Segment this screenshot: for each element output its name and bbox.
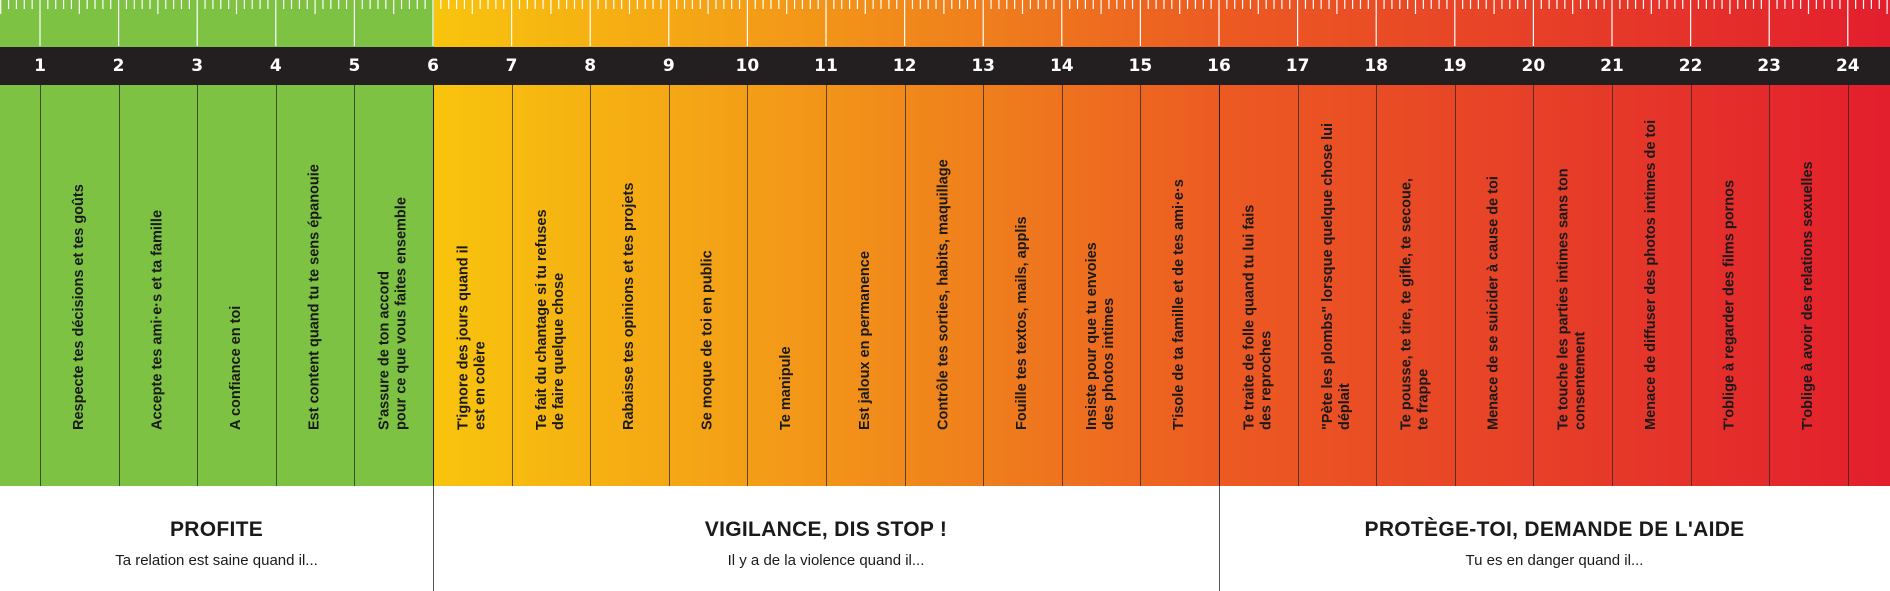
column-divider — [826, 85, 827, 486]
column-divider — [1376, 85, 1378, 486]
scale-number: 4 — [269, 56, 282, 76]
scale-number: 23 — [1757, 56, 1782, 76]
scale-number: 5 — [348, 56, 361, 76]
scale-number: 22 — [1678, 56, 1703, 76]
column-divider — [1847, 85, 1849, 486]
column-divider — [118, 85, 120, 486]
scale-number: 1 — [34, 56, 46, 76]
behavior-label: Fouille tes textos, mails, applis — [1014, 216, 1030, 430]
section-profite: PROFITE Ta relation est saine quand il..… — [0, 486, 433, 591]
behavior-label: Te touche les parties intimes sans ton c… — [1555, 168, 1589, 430]
column-divider — [40, 85, 41, 486]
behavior-label: T'oblige à regarder des films pornos — [1721, 179, 1738, 430]
column-divider — [747, 85, 749, 486]
column-divider — [904, 85, 906, 486]
scale-number: 9 — [662, 56, 675, 76]
column-divider — [1297, 85, 1299, 486]
behavior-label: T'isole de ta famille et de tes ami·e·s — [1171, 179, 1188, 430]
column-divider — [1061, 85, 1063, 486]
behavior-label: "Pète les plombs" lorsque quelque chose … — [1319, 122, 1353, 430]
behavior-label: Te fait du chantage si tu refuses de fai… — [533, 209, 567, 430]
behavior-label: Est jaloux en permanence — [856, 251, 873, 430]
scale-number-bar: 1 2 3 4 5 6 7 8 9 10 11 12 13 14 15 16 17 18 19 20 21 22 23 24 — [0, 47, 1890, 85]
column-divider — [1454, 85, 1456, 486]
behavior-label: Te traite de folle quand tu lui fais des… — [1241, 204, 1275, 430]
column-divider — [1533, 85, 1535, 486]
section-divider — [1219, 486, 1220, 591]
column-divider — [511, 85, 513, 486]
scale-number: 19 — [1442, 56, 1467, 76]
column-divider — [1140, 85, 1142, 486]
section-subtitle-vigilance: Il y a de la violence quand il... — [727, 552, 925, 569]
column-divider — [275, 85, 277, 486]
behavior-label: Contrôle tes sorties, habits, maquillage — [935, 159, 952, 430]
ruler-tick-marks — [0, 0, 1888, 46]
scale-number: 16 — [1207, 56, 1231, 76]
section-subtitle-profite: Ta relation est saine quand il... — [115, 552, 318, 569]
column-divider — [433, 85, 434, 486]
behavior-label: Menace de diffuser des photos intimes de… — [1642, 119, 1659, 430]
section-title-protege-toi: PROTÈGE-TOI, DEMANDE DE L'AIDE — [1364, 518, 1745, 541]
scale-number: 3 — [191, 56, 204, 76]
scale-number: 2 — [112, 56, 125, 76]
behavior-label: T'ignore des jours quand il est en colèr… — [455, 245, 489, 430]
behavior-columns: Respecte tes décisions et tes goûts Accep… — [0, 85, 1890, 486]
column-divider — [1690, 85, 1692, 486]
scale-number: 13 — [971, 56, 996, 76]
scale-number: 20 — [1521, 56, 1546, 76]
behavior-label: Te manipule — [778, 346, 795, 430]
scale-number: 14 — [1049, 56, 1074, 76]
section-legend: PROFITE Ta relation est saine quand il..… — [0, 486, 1890, 591]
column-divider — [983, 85, 985, 486]
behavior-label: Menace de se suicider à cause de toi — [1485, 176, 1502, 430]
column-divider — [1612, 85, 1613, 486]
behavior-label: Est content quand tu te sens épanouie — [306, 164, 323, 430]
behavior-label: Insiste pour que tu envoies des photos i… — [1084, 242, 1118, 430]
section-divider — [433, 486, 434, 591]
column-divider — [354, 85, 356, 486]
scale-number: 12 — [892, 56, 917, 76]
section-vigilance: VIGILANCE, DIS STOP ! Il y a de la viole… — [433, 486, 1219, 591]
column-divider — [590, 85, 592, 486]
scale-number: 24 — [1835, 56, 1860, 76]
column-divider — [1219, 85, 1220, 486]
column-divider — [668, 85, 670, 486]
behavior-label: A confiance en toi — [228, 305, 244, 430]
behavior-label: T'oblige à avoir des relations sexuelles — [1800, 161, 1816, 430]
behavior-label: Te pousse, te tire, te gifle, te secoue,… — [1398, 178, 1432, 430]
scale-number: 10 — [735, 56, 760, 76]
scale-number: 17 — [1285, 56, 1310, 76]
scale-number: 8 — [584, 56, 597, 76]
column-divider — [197, 85, 199, 486]
section-title-profite: PROFITE — [169, 518, 264, 541]
column-divider — [1769, 85, 1771, 486]
scale-number: 21 — [1600, 56, 1624, 76]
section-protege-toi: PROTÈGE-TOI, DEMANDE DE L'AIDE Tu es en … — [1219, 486, 1890, 591]
behavior-label: Accepte tes ami·e·s et ta famille — [149, 209, 166, 430]
behavior-label: S'assure de ton accord pour ce que vous … — [376, 197, 410, 430]
scale-number: 7 — [505, 56, 518, 76]
section-title-vigilance: VIGILANCE, DIS STOP ! — [704, 518, 948, 541]
scale-number: 6 — [427, 56, 439, 76]
section-subtitle-protege-toi: Tu es en danger quand il... — [1465, 552, 1644, 569]
scale-number: 18 — [1364, 56, 1389, 76]
scale-number: 11 — [814, 56, 838, 76]
behavior-label: Respecte tes décisions et tes goûts — [70, 184, 87, 430]
behavior-label: Se moque de toi en public — [699, 250, 716, 430]
behavior-label: Rabaisse tes opinions et tes projets — [621, 182, 637, 430]
scale-number: 15 — [1128, 56, 1153, 76]
